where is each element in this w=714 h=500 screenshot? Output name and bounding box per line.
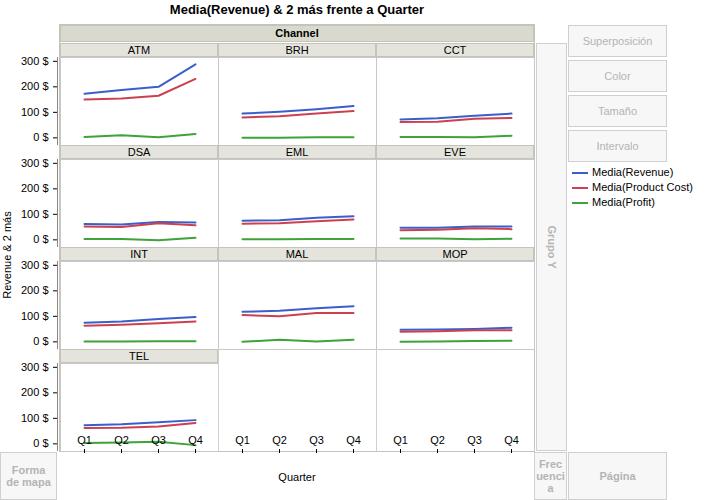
html-text:Intervalo: Intervalo (596, 140, 639, 152)
svg-text:100 $: 100 $ (21, 106, 49, 118)
html-text:Frecuencia: Frecuencia (536, 458, 565, 494)
html-text:MOP: MOP (442, 248, 468, 260)
html-text:BRH: BRH (285, 44, 309, 56)
html-text:Media(Profit): Media(Profit) (592, 196, 655, 208)
html-text:Media(Revenue): Media(Revenue) (592, 166, 674, 178)
html-text:Color: Color (604, 70, 631, 82)
svg-text:200 $: 200 $ (21, 386, 49, 398)
html-text:CCT: CCT (443, 44, 467, 56)
svg-text:Q3: Q3 (467, 434, 482, 446)
svg-text:Q2: Q2 (114, 434, 129, 446)
html-text:EML: EML (285, 146, 309, 158)
html-text:DSA: DSA (127, 146, 151, 158)
html-text:Revenue & 2 más: Revenue & 2 más (1, 211, 13, 299)
svg-text:200 $: 200 $ (21, 182, 49, 194)
html-text:Forma de mapa: Forma de mapa (6, 464, 51, 488)
html-text:Channel: Channel (275, 27, 319, 39)
html-text:Quarter: Quarter (278, 471, 316, 483)
svg-text:Q3: Q3 (309, 434, 324, 446)
svg-text:Q1: Q1 (393, 434, 408, 446)
html-text:INT: INT (130, 248, 148, 260)
svg-text:300 $: 300 $ (21, 361, 49, 373)
svg-text:Q4: Q4 (188, 434, 203, 446)
svg-text:100 $: 100 $ (21, 412, 49, 424)
html-text:Grupo Y: Grupo Y (546, 225, 558, 269)
svg-text:0 $: 0 $ (33, 335, 48, 347)
html-text:Tamaño: Tamaño (597, 105, 638, 117)
svg-text:0 $: 0 $ (33, 233, 48, 245)
svg-text:100 $: 100 $ (21, 310, 49, 322)
svg-text:Q2: Q2 (272, 434, 287, 446)
svg-text:100 $: 100 $ (21, 208, 49, 220)
html-text:Media(Product Cost): Media(Product Cost) (592, 181, 693, 193)
svg-text:0 $: 0 $ (33, 131, 48, 143)
svg-text:Q3: Q3 (151, 434, 166, 446)
svg-text:300 $: 300 $ (21, 157, 49, 169)
html-text:Media(Revenue) & 2 más frente: Media(Revenue) & 2 más frente a Quarter (169, 2, 425, 17)
svg-text:300 $: 300 $ (21, 55, 49, 67)
svg-text:0 $: 0 $ (33, 437, 48, 449)
svg-text:Q4: Q4 (346, 434, 361, 446)
svg-text:300 $: 300 $ (21, 259, 49, 271)
html-text:Página: Página (599, 470, 636, 482)
html-text:ATM: ATM (127, 44, 151, 56)
svg-text:Q1: Q1 (235, 434, 250, 446)
svg-text:200 $: 200 $ (21, 284, 49, 296)
svg-text:Q2: Q2 (430, 434, 445, 446)
svg-text:Q1: Q1 (77, 434, 92, 446)
html-text:MAL: MAL (285, 248, 309, 260)
html-text:EVE: EVE (444, 146, 466, 158)
svg-text:200 $: 200 $ (21, 80, 49, 92)
html-text:TEL: TEL (128, 350, 150, 362)
svg-text:Q4: Q4 (504, 434, 519, 446)
html-text:Superposición: Superposición (582, 35, 653, 47)
